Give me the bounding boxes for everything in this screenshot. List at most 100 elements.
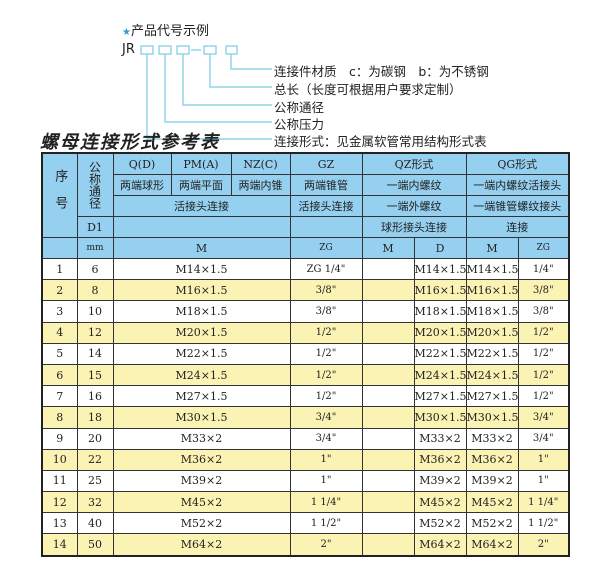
- cell-qz-m: [361, 257, 415, 281]
- cell-qz-m: [361, 427, 415, 450]
- cell-qz-d: M27×1.5: [413, 385, 467, 408]
- cell-qg-m: M52×2: [465, 512, 519, 535]
- header-qz-m: M: [361, 237, 415, 259]
- cell-qz-m: [361, 491, 415, 514]
- cell-qz-m: [361, 469, 415, 493]
- cell-m: M16×1.5: [112, 279, 291, 302]
- header-qz-desc2: 一端外螺纹: [361, 195, 467, 217]
- code-box-1: [140, 45, 154, 55]
- example-title-text: 产品代号示例: [130, 24, 209, 39]
- cell-dn: 20: [76, 427, 114, 450]
- cell-m: M24×1.5: [112, 363, 291, 387]
- cell-m: M30×1.5: [112, 406, 291, 429]
- header-qz-desc1: 一端内螺纹: [361, 174, 467, 196]
- cell-qg-zg: 3/4": [517, 427, 570, 450]
- cell-m: M45×2: [112, 491, 291, 514]
- cell-zg: 3/8": [289, 300, 363, 323]
- table-row: 14 50 M64×2 2" M64×2 M64×2 2": [41, 533, 570, 557]
- table-title: 螺母连接形式参考表: [40, 132, 220, 153]
- cell-m: M36×2: [112, 448, 291, 471]
- table-row: 2 8 M16×1.5 3/8" M16×1.5 M16×1.5 3/8": [41, 279, 570, 302]
- table-row: 11 25 M39×2 1" M39×2 M39×2 1": [41, 469, 570, 493]
- cell-m: M20×1.5: [112, 321, 291, 344]
- header-d1: D1: [76, 216, 114, 238]
- header-qg-desc3: 连接: [465, 216, 570, 238]
- cell-qz-m: [361, 321, 415, 344]
- cell-qz-m: [361, 533, 415, 557]
- label-material: 连接件材质 c：为碳钢 b：为不锈钢: [274, 64, 489, 79]
- header-mm: mm: [76, 237, 114, 259]
- cell-zg: 3/4": [289, 427, 363, 450]
- cell-qg-zg: 1/2": [517, 363, 570, 387]
- code-diagram: [140, 45, 272, 140]
- table-row: 1 6 M14×1.5 ZG 1/4" M14×1.5 M14×1.5 1/4": [41, 257, 570, 281]
- cell-no: 6: [41, 363, 78, 387]
- cell-zg: 2": [289, 533, 363, 557]
- cell-qg-zg: 3/8": [517, 300, 570, 323]
- cell-qz-d: M39×2: [413, 469, 467, 493]
- header-nz-desc: 两端内锥: [230, 174, 291, 196]
- cell-qz-m: [361, 300, 415, 323]
- cell-qg-zg: 1/2": [517, 342, 570, 365]
- table-row: 4 12 M20×1.5 1/2" M20×1.5 M20×1.5 1/2": [41, 321, 570, 344]
- cell-no: 14: [41, 533, 78, 557]
- cell-qg-m: M30×1.5: [465, 406, 519, 429]
- cell-m: M14×1.5: [112, 257, 291, 281]
- header-m: M: [112, 237, 291, 259]
- leader-line-length: [209, 54, 272, 88]
- header-gz-desc: 两端锥管: [289, 174, 363, 196]
- cell-qz-d: M33×2: [413, 427, 467, 450]
- cell-m: M64×2: [112, 533, 291, 557]
- code-box-3: [176, 45, 190, 55]
- cell-qz-d: M22×1.5: [413, 342, 467, 365]
- cell-qg-m: M36×2: [465, 448, 519, 471]
- cell-qz-d: M20×1.5: [413, 321, 467, 344]
- cell-dn: 50: [76, 533, 114, 557]
- cell-qz-d: M36×2: [413, 448, 467, 471]
- cell-dn: 12: [76, 321, 114, 344]
- header-qd-desc: 两端球形: [112, 174, 172, 196]
- cell-dn: 40: [76, 512, 114, 535]
- cell-no: 12: [41, 491, 78, 514]
- table-row: 13 40 M52×2 1 1/2" M52×2 M52×2 1 1/2": [41, 512, 570, 535]
- cell-dn: 32: [76, 491, 114, 514]
- cell-qg-m: M64×2: [465, 533, 519, 557]
- cell-qg-zg: 1/2": [517, 385, 570, 408]
- cell-qg-m: M14×1.5: [465, 257, 519, 281]
- cell-no: 13: [41, 512, 78, 535]
- cell-dn: 14: [76, 342, 114, 365]
- table-row: 3 10 M18×1.5 3/8" M18×1.5 M18×1.5 3/8": [41, 300, 570, 323]
- cell-m: M52×2: [112, 512, 291, 535]
- cell-zg: 1/2": [289, 321, 363, 344]
- cell-zg: 1 1/2": [289, 512, 363, 535]
- leader-line-diameter: [182, 54, 272, 106]
- cell-no: 7: [41, 385, 78, 408]
- table-row: 10 22 M36×2 1" M36×2 M36×2 1": [41, 448, 570, 471]
- cell-qz-d: M45×2: [413, 491, 467, 514]
- cell-zg: 1": [289, 469, 363, 493]
- cell-m: M27×1.5: [112, 385, 291, 408]
- cell-qz-m: [361, 512, 415, 535]
- header-gz: GZ: [289, 152, 363, 175]
- leader-line-pressure: [164, 54, 272, 123]
- label-pressure: 公称压力: [274, 117, 325, 132]
- cell-qg-zg: 3/8": [517, 279, 570, 302]
- cell-qz-d: M16×1.5: [413, 279, 467, 302]
- example-title: ★产品代号示例: [122, 20, 209, 39]
- cell-qg-zg: 1/4": [517, 257, 570, 281]
- cell-qg-m: M27×1.5: [465, 385, 519, 408]
- cell-qg-m: M39×2: [465, 469, 519, 493]
- cell-qg-zg: 1 1/2": [517, 512, 570, 535]
- header-seq: 序号: [41, 152, 78, 238]
- header-seq-blank: [41, 237, 78, 259]
- cell-zg: ZG 1/4": [289, 257, 363, 281]
- label-connection: 连接形式：见金属软管常用结构形式表: [274, 134, 487, 149]
- code-prefix: JR: [122, 42, 135, 57]
- cell-zg: 1/2": [289, 363, 363, 387]
- cell-no: 2: [41, 279, 78, 302]
- cell-qz-m: [361, 342, 415, 365]
- cell-zg: 1/2": [289, 385, 363, 408]
- header-nz: NZ(C): [230, 152, 291, 175]
- cell-qg-zg: 1": [517, 448, 570, 471]
- cell-qg-m: M33×2: [465, 427, 519, 450]
